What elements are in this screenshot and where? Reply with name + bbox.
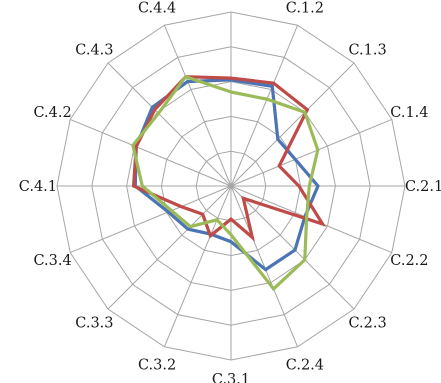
axis-label-C.2.1: C.2.1 [405,179,441,195]
axis-label-C.4.2: C.4.2 [33,105,71,121]
radar-spoke [107,185,232,310]
axis-label-C.3.3: C.3.3 [75,316,113,332]
radar-ring [56,11,406,361]
radar-spoke [70,185,232,254]
axis-label-C.2.3: C.2.3 [348,316,386,332]
radar-grid [56,11,406,361]
axis-label-C.1.4: C.1.4 [390,105,428,121]
radar-spoke [163,25,232,187]
axis-label-C.1.3: C.1.3 [348,42,386,58]
radar-spoke [163,185,232,347]
radar-series [131,74,327,292]
radar-spoke [230,25,299,187]
axis-label-C.3.4: C.3.4 [33,253,71,269]
radar-spoke [230,118,392,187]
radar-ring [91,46,371,326]
axis-label-C.3.1: C.3.1 [212,372,250,383]
radar-spoke [230,185,355,310]
axis-label-C.4.1: C.4.1 [19,179,57,195]
axis-label-C.4.3: C.4.3 [75,42,113,58]
axis-label-C.2.4: C.2.4 [286,357,324,373]
radar-spoke [107,62,232,187]
axis-label-C.3.2: C.3.2 [138,357,176,373]
radar-spoke [230,185,299,347]
axis-label-C.1.1: C.1.1 [212,0,250,2]
axis-label-C.4.4: C.4.4 [138,1,176,17]
radar-axis-labels: C.1.1 C.1.2 C.1.3 C.1.4 C.2.1 C.2.2 C.2.3 C.2.4… [19,0,441,383]
radar-spoke [70,118,232,187]
axis-label-C.1.2: C.1.2 [286,1,324,17]
radar-spoke [230,62,355,187]
axis-label-C.2.2: C.2.2 [390,253,428,269]
